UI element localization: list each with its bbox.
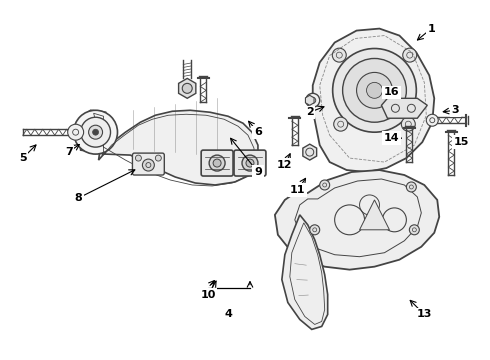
Circle shape: [333, 49, 416, 132]
Circle shape: [213, 159, 221, 167]
Circle shape: [135, 155, 142, 161]
Text: 8: 8: [75, 193, 82, 203]
Polygon shape: [275, 170, 439, 270]
Text: 16: 16: [384, 87, 399, 97]
Polygon shape: [382, 98, 427, 118]
Circle shape: [306, 93, 319, 107]
Text: 7: 7: [65, 147, 73, 157]
Text: 9: 9: [254, 167, 262, 177]
Circle shape: [246, 159, 254, 167]
Text: 11: 11: [290, 185, 306, 195]
Circle shape: [155, 155, 161, 161]
Text: 2: 2: [306, 107, 314, 117]
Text: 3: 3: [451, 105, 459, 115]
Polygon shape: [178, 78, 196, 98]
Circle shape: [143, 159, 154, 171]
Text: 5: 5: [19, 153, 26, 163]
Circle shape: [182, 84, 192, 93]
Text: 12: 12: [277, 160, 293, 170]
Polygon shape: [282, 215, 328, 329]
Circle shape: [242, 155, 258, 171]
Circle shape: [409, 225, 419, 235]
Circle shape: [401, 117, 416, 131]
Circle shape: [89, 125, 102, 139]
Text: 14: 14: [384, 133, 399, 143]
Text: 4: 4: [224, 310, 232, 319]
FancyBboxPatch shape: [234, 150, 266, 176]
Circle shape: [319, 180, 330, 190]
Circle shape: [403, 48, 416, 62]
Polygon shape: [303, 144, 317, 160]
Circle shape: [332, 48, 346, 62]
Circle shape: [68, 124, 84, 140]
Circle shape: [367, 82, 383, 98]
Circle shape: [357, 72, 392, 108]
Text: 1: 1: [427, 24, 435, 33]
Circle shape: [426, 114, 438, 126]
Text: 15: 15: [453, 137, 469, 147]
Polygon shape: [360, 200, 390, 230]
Circle shape: [209, 155, 225, 171]
Polygon shape: [313, 28, 434, 172]
Polygon shape: [77, 110, 258, 185]
Polygon shape: [305, 95, 314, 105]
FancyBboxPatch shape: [201, 150, 233, 176]
Circle shape: [74, 110, 118, 154]
Circle shape: [343, 58, 406, 122]
FancyBboxPatch shape: [132, 153, 164, 175]
Circle shape: [334, 117, 348, 131]
Circle shape: [93, 129, 98, 135]
Text: 13: 13: [416, 310, 432, 319]
Text: 10: 10: [200, 289, 216, 300]
Text: 6: 6: [254, 127, 262, 137]
Circle shape: [310, 225, 319, 235]
Circle shape: [81, 117, 111, 147]
Circle shape: [406, 182, 416, 192]
